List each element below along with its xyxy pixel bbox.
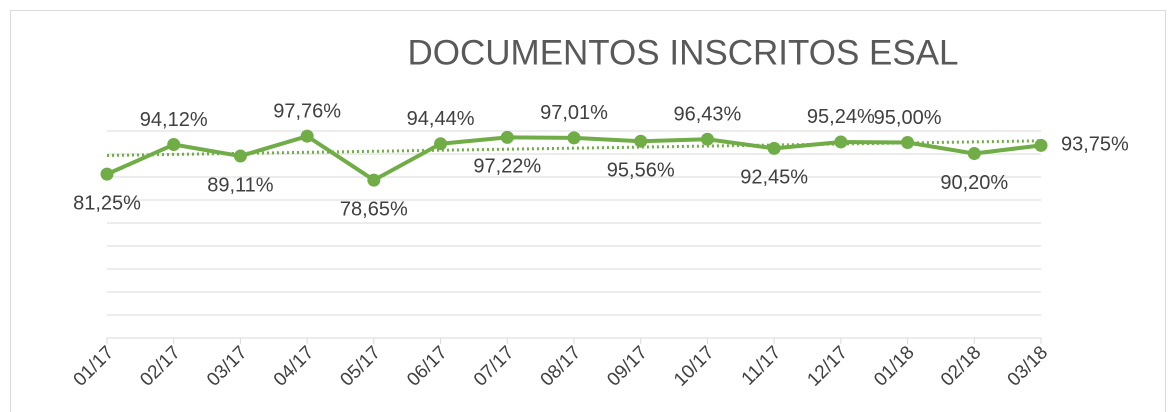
data-point [500,130,514,144]
chart-frame [10,10,1166,412]
data-point [634,134,648,148]
data-point [434,137,448,151]
data-label: 94,12% [140,109,208,131]
data-point [100,167,114,181]
data-point [700,132,714,146]
data-point [367,173,381,187]
data-label: 90,20% [940,172,1008,194]
data-label: 95,00% [874,107,942,129]
data-point [767,141,781,155]
data-label: 95,24% [807,106,875,128]
data-label: 97,01% [540,102,608,124]
chart-title: DOCUMENTOS INSCRITOS ESAL [407,33,958,72]
data-label: 97,22% [473,156,541,178]
data-point [167,138,181,152]
data-label: 89,11% [207,174,274,196]
data-label: 94,44% [407,108,475,130]
data-label: 78,65% [340,198,408,220]
data-point [300,129,314,143]
data-label: 95,56% [607,159,675,181]
data-point [901,136,915,149]
trendline [106,139,1042,157]
data-label: 97,76% [273,100,341,122]
data-point [567,131,581,145]
data-label: 92,45% [740,167,808,189]
data-label: 93,75% [1061,134,1129,156]
data-label: 96,43% [674,103,742,125]
data-point [967,147,981,161]
data-point [233,149,247,163]
data-point [834,135,848,149]
data-label: 81,25% [73,192,141,214]
data-point [1034,138,1048,152]
